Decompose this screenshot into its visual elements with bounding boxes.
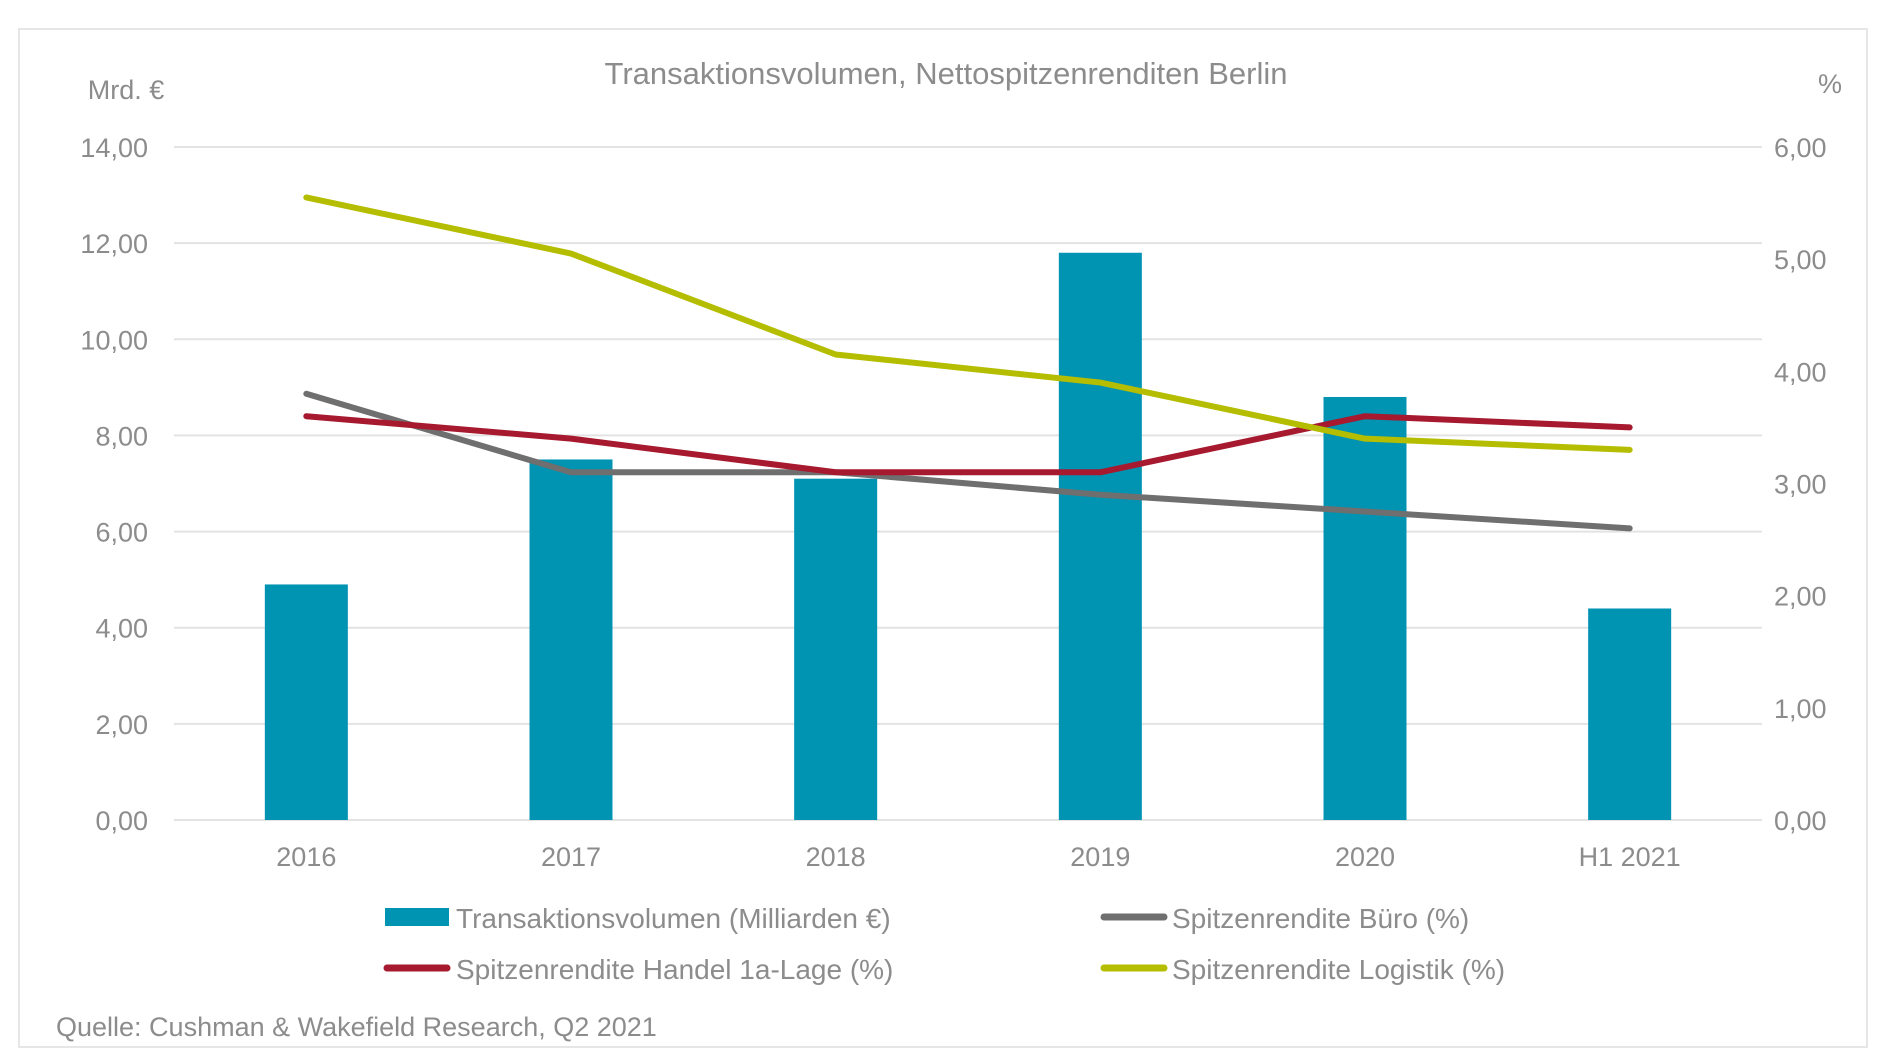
y-left-tick-label: 14,00 [80, 133, 148, 163]
x-tick-label: 2019 [1070, 842, 1130, 872]
y-left-tick-label: 10,00 [80, 325, 148, 355]
y-left-tick-label: 0,00 [95, 806, 148, 836]
chart-frame [18, 28, 1868, 1048]
y-left-tick-label: 4,00 [95, 614, 148, 644]
line-spitzenrendite-büro[interactable] [303, 390, 1633, 532]
x-tick-label: 2016 [276, 842, 336, 872]
bar-2016[interactable] [264, 584, 348, 820]
bar-2018[interactable] [794, 478, 878, 820]
bar-h1-2021[interactable] [1588, 608, 1672, 820]
legend-item-logistik[interactable]: Spitzenrendite Logistik (%) [1100, 954, 1505, 985]
y-right-label: % [1818, 69, 1842, 99]
legend-label: Transaktionsvolumen (Milliarden €) [456, 903, 891, 934]
legend-swatch-bar [385, 908, 449, 926]
legend-label: Spitzenrendite Handel 1a-Lage (%) [456, 954, 893, 985]
x-tick-label: 2018 [806, 842, 866, 872]
x-tick-label: 2020 [1335, 842, 1395, 872]
legend: Transaktionsvolumen (Milliarden €) Spitz… [383, 903, 1505, 985]
bar-2017[interactable] [529, 459, 613, 820]
x-tick-label: H1 2021 [1579, 842, 1681, 872]
lines [303, 194, 1633, 532]
bars [264, 252, 1672, 820]
y-left-tick-label: 6,00 [95, 518, 148, 548]
y-right-tick-label: 0,00 [1774, 806, 1827, 836]
legend-item-buero[interactable]: Spitzenrendite Büro (%) [1100, 903, 1469, 934]
legend-label: Spitzenrendite Logistik (%) [1172, 954, 1505, 985]
line-spitzenrendite-handel-1a-lage[interactable] [303, 413, 1633, 476]
y-right-tick-label: 1,00 [1774, 694, 1827, 724]
source-note: Quelle: Cushman & Wakefield Research, Q2… [56, 1012, 657, 1042]
y-left-tick-label: 12,00 [80, 229, 148, 259]
y-right-tick-label: 4,00 [1774, 357, 1827, 387]
y-left-label: Mrd. € [88, 75, 165, 105]
legend-item-transaktionsvolumen[interactable]: Transaktionsvolumen (Milliarden €) [385, 903, 891, 934]
line-spitzenrendite-logistik[interactable] [303, 194, 1633, 453]
y-right-tick-label: 3,00 [1774, 470, 1827, 500]
bar-2019[interactable] [1058, 252, 1142, 820]
y-right-tick-label: 2,00 [1774, 582, 1827, 612]
legend-label: Spitzenrendite Büro (%) [1172, 903, 1469, 934]
y-right-tick-label: 6,00 [1774, 133, 1827, 163]
y-left-tick-label: 2,00 [95, 710, 148, 740]
y-right-tick-label: 5,00 [1774, 245, 1827, 275]
legend-item-handel[interactable]: Spitzenrendite Handel 1a-Lage (%) [383, 954, 893, 985]
bar-2020[interactable] [1323, 396, 1407, 820]
axis-ticks: 0,00 2,00 4,00 6,00 8,00 10,00 12,00 14,00 0,00 1… [80, 133, 1826, 872]
x-tick-label: 2017 [541, 842, 601, 872]
y-left-tick-label: 8,00 [95, 421, 148, 451]
chart-title: Transaktionsvolumen, Nettospitzenrendite… [605, 56, 1288, 91]
